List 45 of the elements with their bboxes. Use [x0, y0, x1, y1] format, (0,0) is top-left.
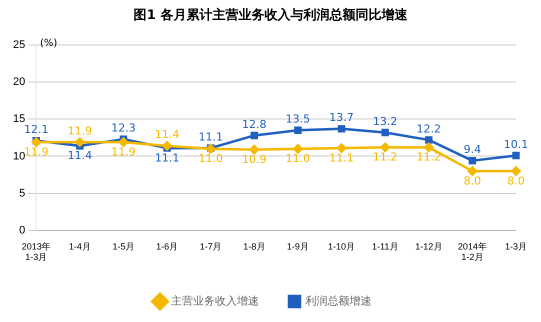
- data-label: 11.4: [68, 149, 92, 162]
- data-label: 8.0: [507, 174, 525, 188]
- data-label: 13.5: [286, 112, 310, 126]
- x-tick-label: 1-3月: [504, 241, 528, 252]
- x-tick-label: 1-10月: [328, 241, 356, 252]
- data-label: 10.1: [504, 138, 528, 151]
- x-tick-label: 1-7月: [200, 241, 222, 252]
- y-tick-label: 15: [12, 113, 26, 126]
- x-tick-label: 2013年 1-3月: [22, 241, 51, 262]
- y-tick-label: 10: [12, 150, 26, 162]
- data-label: 10.9: [242, 152, 267, 166]
- y-tick-label: 20: [12, 76, 26, 88]
- data-label: 11.9: [111, 146, 136, 159]
- x-tick-label: 1-9月: [286, 241, 309, 252]
- data-label: 11.2: [372, 150, 398, 164]
- data-label: 12.3: [111, 122, 136, 135]
- data-label: 12.1: [24, 123, 48, 136]
- data-label: 11.1: [198, 130, 223, 144]
- x-tick-label: 1-12月: [415, 241, 442, 252]
- y-tick-label: 0: [19, 224, 26, 236]
- legend-label: 主营业务收入增速: [171, 294, 259, 308]
- data-label: 12.2: [416, 122, 442, 136]
- y-tick-label: 25: [12, 39, 26, 52]
- y-tick-label: 5: [19, 187, 26, 200]
- data-label: 11.4: [154, 128, 180, 142]
- data-label: 11.9: [68, 124, 92, 138]
- x-tick-label: 1-5月: [112, 241, 134, 252]
- data-label: 13.7: [329, 111, 354, 124]
- x-tick-label: 1-11月: [372, 241, 398, 252]
- data-label: 11.9: [24, 146, 48, 159]
- data-label: 11.1: [329, 151, 354, 164]
- data-label: 11.0: [198, 152, 223, 166]
- x-tick-label: 1-4月: [68, 241, 91, 252]
- data-label: 11.0: [286, 152, 310, 166]
- x-tick-label: 2014年 1-2月: [458, 241, 487, 262]
- x-tick-label: 1-8月: [243, 241, 266, 252]
- y-axis-title: (%): [40, 38, 58, 49]
- data-label: 12.8: [242, 118, 267, 131]
- chart-title: 图1 各月累计主营业务收入与利润总额同比增速: [132, 6, 408, 24]
- data-label: 8.0: [464, 174, 482, 188]
- data-label: 9.4: [464, 143, 482, 156]
- legend-label: 利润总额增速: [306, 294, 372, 308]
- data-label: 13.2: [372, 114, 398, 128]
- x-tick-label: 1-6月: [156, 241, 178, 252]
- data-label: 11.1: [154, 151, 180, 164]
